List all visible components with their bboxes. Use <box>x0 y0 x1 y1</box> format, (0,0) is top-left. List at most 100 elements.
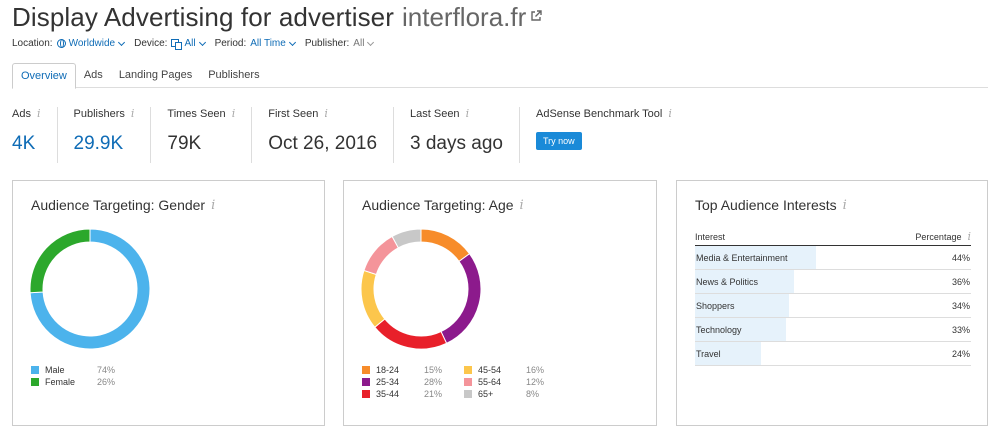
report-tabs: Overview Ads Landing Pages Publishers <box>12 63 988 89</box>
gender-legend: Male 74% Female 26% <box>31 364 115 388</box>
stat-first-seen: First Seen i Oct 26, 2016 <box>268 107 395 163</box>
device-dropdown[interactable]: All <box>171 38 206 50</box>
gender-donut-chart <box>30 229 150 349</box>
stat-label: AdSense Benchmark Tool <box>535 107 663 120</box>
location-label: Location: <box>12 38 53 49</box>
legend-item-65-plus: 65+ 8% <box>464 388 544 400</box>
card-title: Audience Targeting: Age <box>362 197 514 213</box>
info-icon[interactable]: i <box>130 107 135 120</box>
age-donut-chart <box>361 229 481 349</box>
interest-name: Technology <box>696 324 742 335</box>
interest-percentage: 36% <box>951 276 970 287</box>
age-slice-55-64[interactable] <box>363 235 400 276</box>
interests-table: Interest Percentage i Media & Entertainm… <box>695 228 971 366</box>
table-row: News & Politics 36% <box>695 270 971 294</box>
interest-share-bar <box>695 318 787 341</box>
tab-overview[interactable]: Overview <box>12 63 76 89</box>
info-icon[interactable]: i <box>465 107 470 120</box>
table-row: Technology 33% <box>695 318 971 342</box>
info-icon[interactable]: i <box>967 230 971 243</box>
gender-slice-male[interactable] <box>30 229 150 349</box>
location-filter[interactable]: Location: Worldwide <box>12 38 126 49</box>
device-label: Device: <box>134 38 168 49</box>
device-value: All <box>184 38 196 49</box>
publisher-filter[interactable]: Publisher: All <box>305 38 375 49</box>
info-icon[interactable]: i <box>36 107 41 120</box>
publisher-dropdown[interactable]: All <box>353 38 375 49</box>
external-link-icon[interactable] <box>530 9 542 22</box>
interest-percentage: 24% <box>951 348 970 359</box>
table-row: Shoppers 34% <box>695 294 971 318</box>
interest-name: Shoppers <box>696 300 735 311</box>
legend-item-45-54: 45-54 16% <box>464 364 544 376</box>
info-icon[interactable]: i <box>668 107 672 120</box>
gender-card: Audience Targeting: Gender i Male 74% Fem… <box>12 180 325 426</box>
summary-stats: Ads i 4K Publishers i 29.9K Times Seen i 79… <box>12 107 704 163</box>
info-icon[interactable]: i <box>324 107 328 120</box>
legend-item-male: Male 74% <box>31 364 115 376</box>
stat-publishers: Publishers i 29.9K <box>74 107 152 163</box>
interest-share-bar <box>695 342 762 365</box>
age-slice-65-plus[interactable] <box>391 229 422 249</box>
stat-label: Last Seen <box>410 107 460 120</box>
interest-percentage: 44% <box>951 252 970 263</box>
legend-swatch <box>464 390 472 398</box>
legend-swatch <box>31 366 39 374</box>
tab-landing-pages[interactable]: Landing Pages <box>118 69 193 81</box>
stat-times-seen-value: 79K <box>167 133 202 154</box>
device-filter[interactable]: Device: All <box>134 38 206 50</box>
legend-item-18-24: 18-24 15% <box>362 364 442 376</box>
stat-label: Times Seen <box>167 107 226 120</box>
stat-ads-value[interactable]: 4K <box>12 133 36 154</box>
interest-percentage: 33% <box>951 324 970 335</box>
legend-item-25-34: 25-34 28% <box>362 376 442 388</box>
stat-ads: Ads i 4K <box>12 107 58 163</box>
stat-label: Publishers <box>73 107 125 120</box>
interest-share-bar <box>695 270 795 293</box>
legend-swatch <box>362 378 370 386</box>
location-dropdown[interactable]: Worldwide <box>56 38 126 49</box>
advertiser-domain[interactable]: interflora.fr <box>402 2 527 32</box>
column-header-percentage[interactable]: Percentage <box>915 231 962 242</box>
age-legend: 18-24 15% 25-34 28% 35-44 21% 45-54 16% <box>362 364 562 400</box>
table-row: Travel 24% <box>695 342 971 366</box>
age-slice-45-54[interactable] <box>361 269 386 328</box>
filter-bar: Location: Worldwide Device: All Period: … <box>12 38 383 50</box>
legend-swatch <box>464 378 472 386</box>
info-icon[interactable]: i <box>231 107 236 120</box>
legend-item-35-44: 35-44 21% <box>362 388 442 400</box>
stat-publishers-value[interactable]: 29.9K <box>73 133 124 154</box>
chevron-down-icon <box>118 38 126 46</box>
info-icon[interactable]: i <box>519 197 524 213</box>
age-slice-18-24[interactable] <box>420 229 471 263</box>
info-icon[interactable]: i <box>842 197 847 213</box>
tab-ads[interactable]: Ads <box>83 69 103 81</box>
legend-swatch <box>362 390 370 398</box>
try-now-button[interactable]: Try now <box>535 132 582 150</box>
interests-card: Top Audience Interests i Interest Percent… <box>676 180 988 426</box>
table-row: Media & Entertainment 44% <box>695 246 971 270</box>
gender-slice-female[interactable] <box>30 229 91 294</box>
column-header-interest: Interest <box>695 231 726 242</box>
age-slice-35-44[interactable] <box>374 318 448 349</box>
location-value: Worldwide <box>68 38 116 49</box>
period-filter[interactable]: Period: All Time <box>215 38 296 49</box>
info-icon[interactable]: i <box>211 197 216 213</box>
page-title: Display Advertising for advertiser <box>12 2 394 32</box>
tab-publishers[interactable]: Publishers <box>208 69 260 81</box>
age-slice-25-34[interactable] <box>440 253 481 344</box>
period-dropdown[interactable]: All Time <box>250 38 296 49</box>
page-header: Display Advertising for advertiser inter… <box>12 2 542 33</box>
chevron-down-icon <box>198 38 206 46</box>
interest-percentage: 34% <box>951 300 970 311</box>
legend-swatch <box>464 366 472 374</box>
interest-name: News & Politics <box>696 276 759 287</box>
period-value: All Time <box>250 38 286 49</box>
card-title: Audience Targeting: Gender <box>31 197 206 213</box>
stat-label: Ads <box>12 107 31 120</box>
interest-name: Media & Entertainment <box>696 252 788 263</box>
stat-last-seen-value: 3 days ago <box>410 133 503 154</box>
legend-swatch <box>31 378 39 386</box>
chevron-down-icon <box>367 38 375 46</box>
age-card: Audience Targeting: Age i 18-24 15% 25-34… <box>343 180 657 426</box>
